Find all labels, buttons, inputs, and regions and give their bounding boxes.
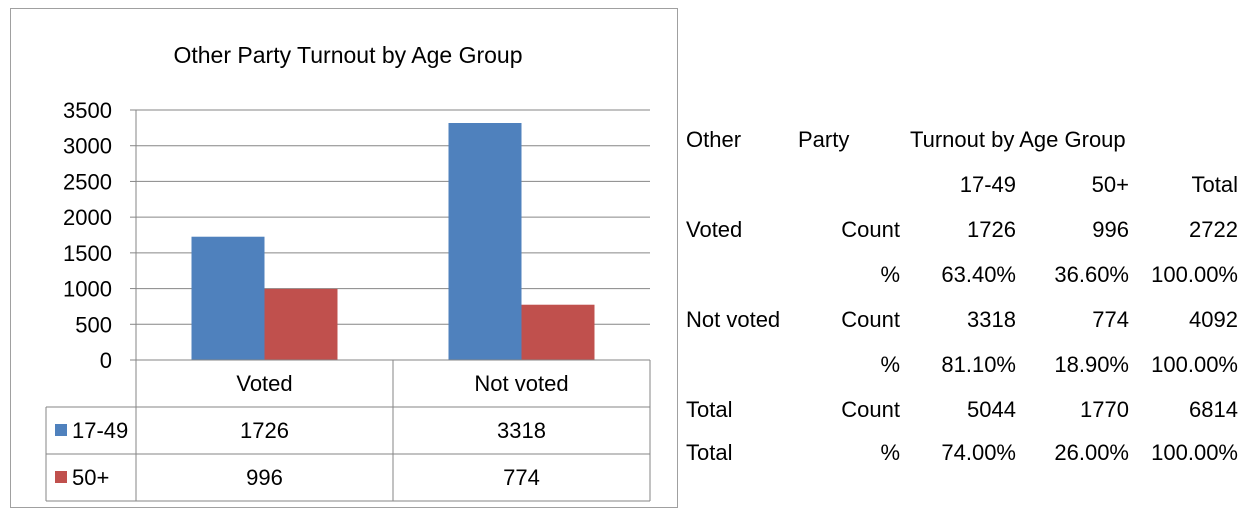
y-tick-label: 3000 — [63, 134, 112, 159]
table-header-word: Other — [686, 127, 742, 152]
row-measure: Count — [841, 217, 900, 242]
row-label: Total — [686, 397, 733, 422]
column-header: 17-49 — [959, 172, 1016, 197]
chart-title: Other Party Turnout by Age Group — [173, 42, 522, 68]
table-value: 36.60% — [1054, 262, 1129, 287]
x-category-label: Voted — [236, 371, 292, 396]
row-measure: % — [880, 440, 900, 465]
table-value: 2722 — [1189, 217, 1238, 242]
table-value: 1770 — [1080, 397, 1129, 422]
data-table-value: 774 — [503, 465, 540, 490]
table-value: 6814 — [1189, 397, 1238, 422]
chart-panel: Other Party Turnout by Age Group 0 500 1000… — [10, 8, 678, 508]
row-label: Voted — [686, 217, 743, 242]
table-value: 5044 — [967, 397, 1016, 422]
chart-frame — [10, 8, 678, 508]
table-value: 774 — [1092, 307, 1129, 332]
y-tick-label: 1500 — [63, 241, 112, 266]
y-tick-label: 0 — [100, 348, 112, 373]
legend-label: 17-49 — [72, 418, 128, 443]
legend-label: 50+ — [72, 465, 109, 490]
table-header-word: Party — [798, 127, 850, 152]
y-tick-label: 3500 — [63, 98, 112, 123]
legend-key — [55, 424, 67, 436]
x-category-label: Not voted — [474, 371, 568, 396]
table-value: 74.00% — [941, 440, 1016, 465]
data-table-value: 996 — [246, 465, 283, 490]
column-header: 50+ — [1091, 172, 1129, 197]
bar-series-17-49-voted — [191, 236, 265, 360]
y-tick-label: 2500 — [63, 169, 112, 194]
data-table-value: 3318 — [497, 418, 546, 443]
y-tick-label: 500 — [75, 312, 112, 337]
table-value: 100.00% — [1151, 440, 1238, 465]
table-value: 100.00% — [1151, 262, 1238, 287]
column-header: Total — [1191, 172, 1238, 197]
row-measure: % — [880, 352, 900, 377]
row-measure: Count — [841, 307, 900, 332]
row-label: Total — [686, 440, 733, 465]
legend-key — [55, 471, 67, 483]
y-tick-label: 1000 — [63, 277, 112, 302]
bar-series-50plus-voted — [264, 288, 338, 360]
row-measure: Count — [841, 397, 900, 422]
table-value: 26.00% — [1054, 440, 1129, 465]
table-value: 1726 — [967, 217, 1016, 242]
table-value: 81.10% — [941, 352, 1016, 377]
bar-series-50plus-not-voted — [521, 304, 595, 360]
table-value: 63.40% — [941, 262, 1016, 287]
bar-series-17-49-not-voted — [448, 123, 522, 360]
table-value: 996 — [1092, 217, 1129, 242]
bar-chart: Other Party Turnout by Age Group 0 500 1000… — [10, 8, 678, 508]
table-value: 3318 — [967, 307, 1016, 332]
row-measure: % — [880, 262, 900, 287]
table-value: 100.00% — [1151, 352, 1238, 377]
table-header-word: Turnout by Age Group — [910, 127, 1126, 152]
y-tick-label: 2000 — [63, 205, 112, 230]
table-value: 4092 — [1189, 307, 1238, 332]
data-table-value: 1726 — [240, 418, 289, 443]
row-label: Not voted — [686, 307, 781, 332]
table-value: 18.90% — [1054, 352, 1129, 377]
